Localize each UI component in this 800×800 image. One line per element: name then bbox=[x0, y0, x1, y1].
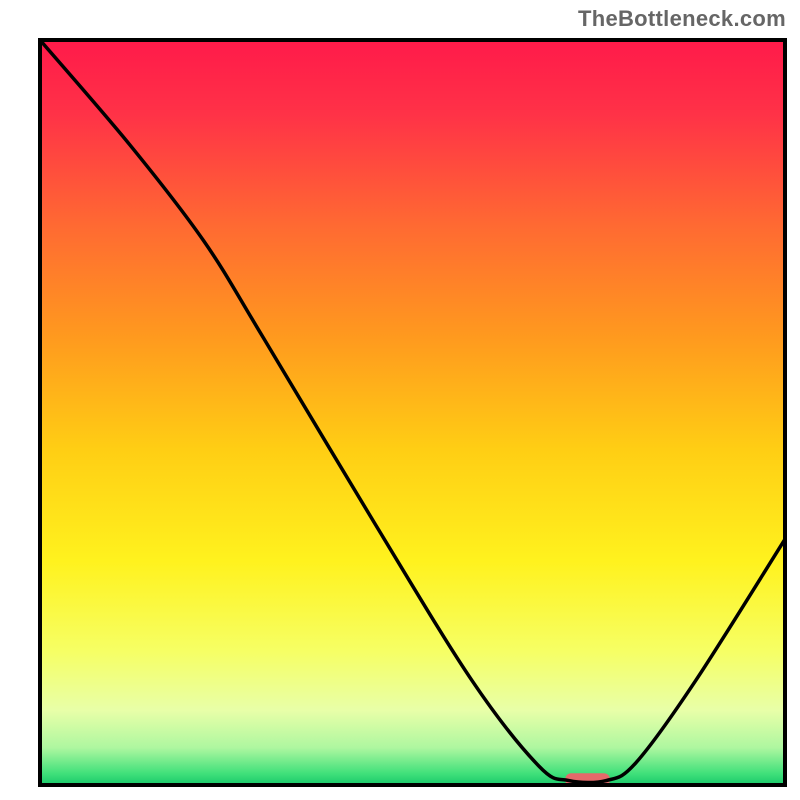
bottleneck-curve-chart bbox=[0, 0, 800, 800]
watermark-label: TheBottleneck.com bbox=[578, 6, 786, 32]
chart-container: TheBottleneck.com bbox=[0, 0, 800, 800]
